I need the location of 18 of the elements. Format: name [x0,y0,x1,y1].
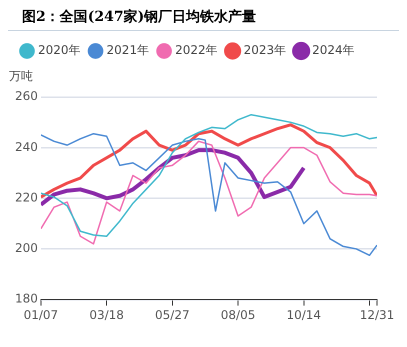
x-tick-label: 01/07 [24,308,58,322]
x-tick-label: 05/27 [155,308,190,322]
legend-label: 2022年 [175,43,218,58]
y-tick-label: 200 [15,241,38,256]
x-tick-label: 12/31 [360,308,394,322]
chart-title: 图2：全国(247家)钢厂日均铁水产量 [8,8,399,31]
legend-label: 2023年 [244,43,286,58]
x-tick-label: 10/14 [286,308,322,322]
x-tick-label: 08/05 [220,308,256,322]
y-tick-label: 260 [15,89,38,104]
y-tick-label: 240 [15,140,38,154]
legend-label: 2020年 [38,43,81,58]
y-tick-label: 180 [15,292,38,306]
y-axis-title: 万吨 [8,69,33,84]
y-tick-label: 220 [15,190,38,204]
legend-label: 2024年 [312,43,355,58]
legend-label: 2021年 [106,43,150,58]
x-tick-label: 03/18 [89,308,124,322]
